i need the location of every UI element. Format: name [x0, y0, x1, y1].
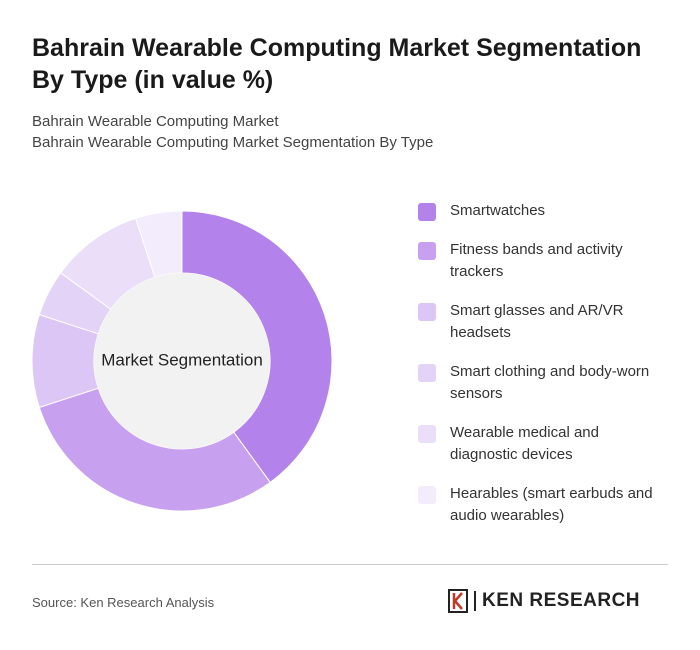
- logo: KEN RESEARCH: [448, 589, 640, 613]
- legend-swatch: [418, 303, 436, 321]
- donut-chart: Market Segmentation: [31, 210, 333, 512]
- donut-hole: [94, 273, 270, 449]
- legend-label: Smart clothing and body-worn sensors: [450, 363, 650, 402]
- legend-item: Fitness bands and activity trackers: [418, 239, 665, 283]
- legend-swatch: [418, 425, 436, 443]
- legend-swatch: [418, 203, 436, 221]
- separator: [32, 564, 668, 565]
- legend-item: Hearables (smart earbuds and audio weara…: [418, 483, 665, 527]
- legend-label: Smart glasses and AR/VR headsets: [450, 302, 624, 341]
- legend-item: Smartwatches: [418, 200, 665, 222]
- legend-item: Smart clothing and body-worn sensors: [418, 361, 665, 405]
- legend-item: Wearable medical and diagnostic devices: [418, 422, 665, 466]
- subtitle: Bahrain Wearable Computing Market Segmen…: [32, 134, 434, 151]
- chart-title: Bahrain Wearable Computing Market Segmen…: [32, 34, 642, 94]
- logo-icon: [448, 589, 468, 613]
- subtitle: Bahrain Wearable Computing Market: [32, 113, 279, 130]
- legend-label: Hearables (smart earbuds and audio weara…: [450, 485, 653, 524]
- legend: Smartwatches Fitness bands and activity t…: [418, 200, 678, 544]
- legend-swatch: [418, 486, 436, 504]
- legend-swatch: [418, 242, 436, 260]
- source: Source: Ken Research Analysis: [32, 595, 215, 610]
- legend-label: Fitness bands and activity trackers: [450, 241, 623, 280]
- legend-swatch: [418, 364, 436, 382]
- center-label: Market Segmentation: [101, 350, 263, 369]
- legend-label: Wearable medical and diagnostic devices: [450, 424, 599, 463]
- legend-item: Smart glasses and AR/VR headsets: [418, 300, 665, 344]
- logo-text: KEN RESEARCH: [474, 591, 640, 611]
- legend-label: Smartwatches: [450, 202, 546, 219]
